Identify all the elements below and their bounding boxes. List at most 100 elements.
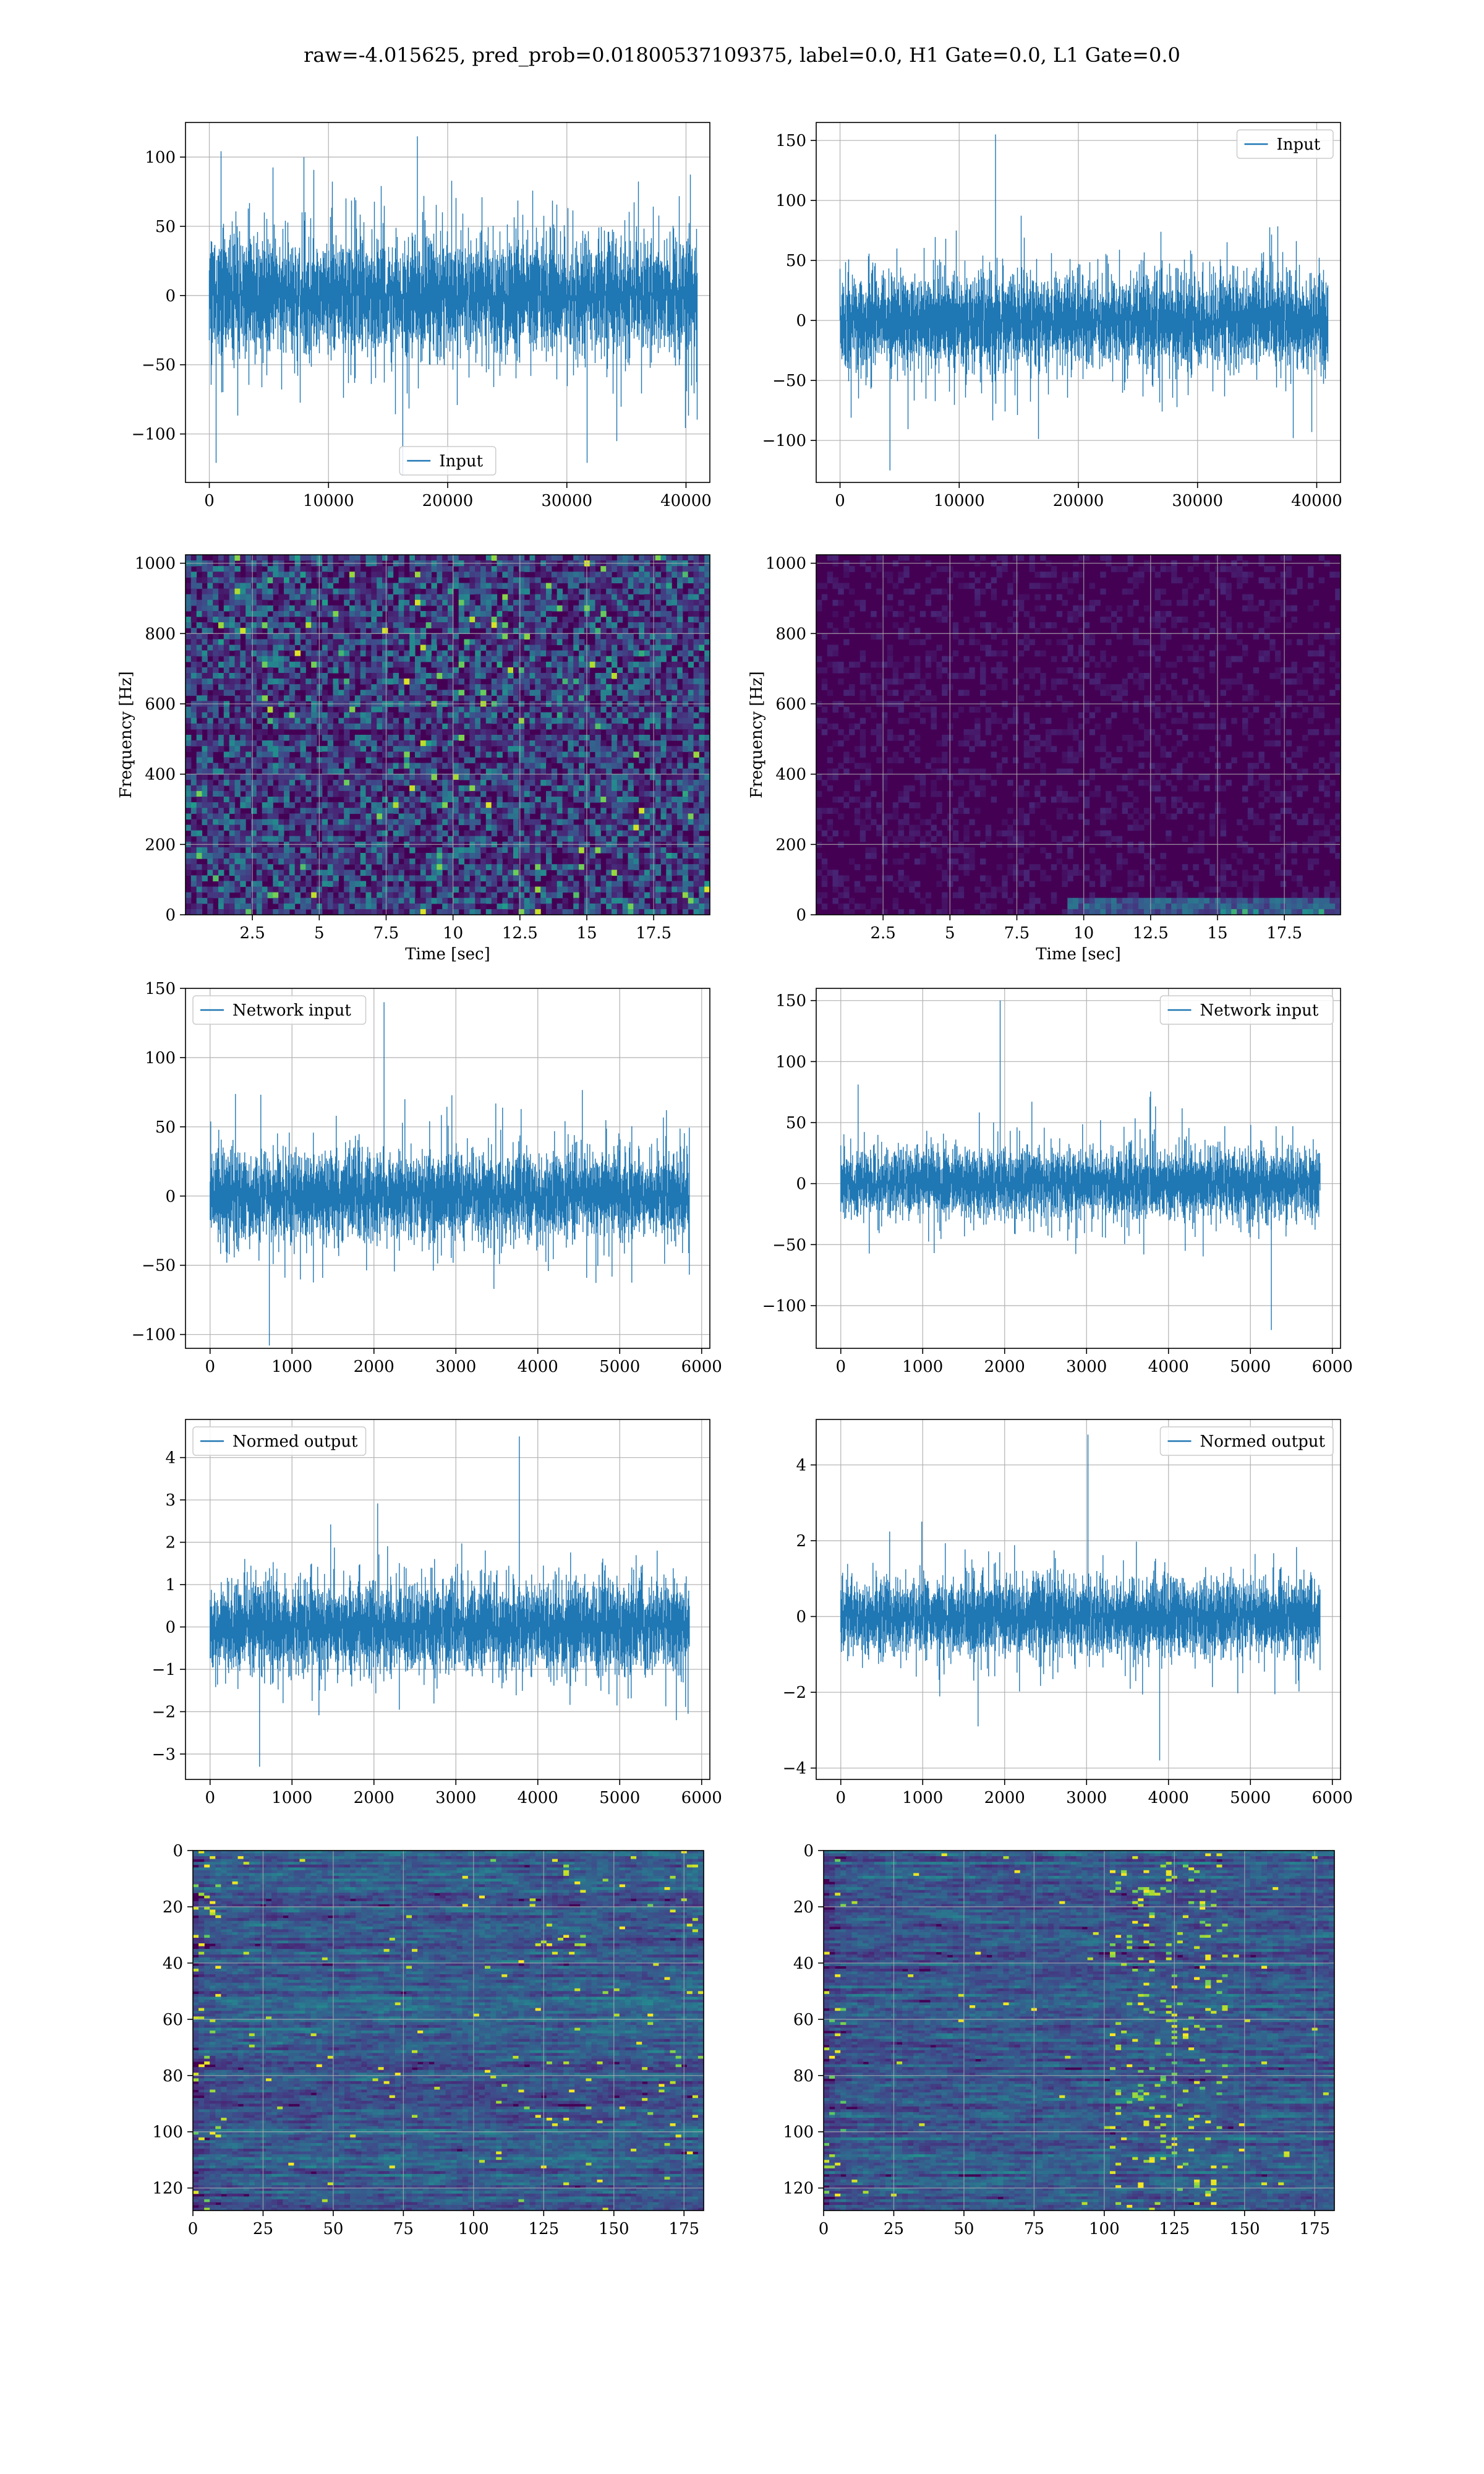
heatmap-cell [704,904,710,910]
heatmap-cell [377,746,382,752]
heatmap-cell [546,651,552,657]
heatmap-cell [388,633,393,640]
heatmap-cell [289,864,295,870]
heatmap-cell [633,881,639,887]
heatmap-cell [475,881,480,887]
heatmap-cell [513,651,519,657]
heatmap-cell [628,802,634,808]
heatmap-cell [377,808,382,814]
heatmap-cell [628,791,634,797]
heatmap-cell [563,690,568,696]
heatmap-cell [694,875,699,881]
heatmap-cell [448,904,453,910]
heatmap-cell [355,617,360,623]
heatmap-cell [218,729,224,735]
heatmap-cell [497,606,503,612]
heatmap-cell [606,898,612,904]
heatmap-cell [497,566,503,572]
heatmap-cell [540,887,546,893]
heatmap-cell [672,836,677,842]
heatmap-cell [278,555,284,561]
heatmap-cell [273,577,278,583]
heatmap-cell [278,667,284,674]
heatmap-cell [513,724,519,730]
heatmap-cell [492,870,497,876]
heatmap-cell [644,633,650,640]
heatmap-cell [251,713,257,719]
heatmap-cell [459,746,464,752]
heatmap-cell [688,662,694,668]
heatmap-cell [415,600,420,606]
heatmap-cell [344,735,349,741]
heatmap-cell [305,785,311,792]
heatmap-cell [442,797,448,803]
heatmap-cell [524,904,530,910]
heatmap-cell [240,831,245,837]
y-tick-label: 50 [155,218,176,236]
heatmap-cell [366,639,372,645]
heatmap-cell [508,628,513,634]
heatmap-cell [644,853,650,859]
heatmap-cell [273,645,278,651]
heatmap-cell [699,836,704,842]
heatmap-cell [612,892,617,899]
heatmap-cell [382,673,388,679]
heatmap-cell [530,836,535,842]
heatmap-cell [240,892,245,899]
heatmap-cell [704,571,710,578]
heatmap-cell [650,667,655,674]
heatmap-cell [644,651,650,657]
heatmap-cell [207,577,213,583]
heatmap-cell [530,713,535,719]
heatmap-cell [377,707,382,713]
heatmap-cell [344,633,349,640]
heatmap-cell [213,774,218,781]
heatmap-cell [464,673,470,679]
heatmap-cell [295,875,301,881]
heatmap-cell [442,633,448,640]
heatmap-cell [480,864,486,870]
heatmap-cell [595,746,601,752]
heatmap-cell [229,785,235,792]
heatmap-cell [513,751,519,758]
heatmap-cell [186,774,191,781]
heatmap-cell [535,589,540,595]
heatmap-cell [273,713,278,719]
heatmap-cell [213,847,218,854]
heatmap-cell [469,713,475,719]
heatmap-cell [502,769,508,775]
heatmap-cell [502,583,508,589]
heatmap-cell [338,651,344,657]
heatmap-cell [502,707,508,713]
heatmap-cell [600,633,606,640]
heatmap-cell [666,853,672,859]
heatmap-cell [546,892,552,899]
heatmap-cell [661,594,667,601]
heatmap-cell [442,763,448,769]
heatmap-cell [639,684,644,690]
heatmap-cell [595,831,601,837]
y-tick-label: 0 [796,312,806,330]
heatmap-cell [623,577,628,583]
heatmap-cell [344,555,349,561]
heatmap-cell [459,875,464,881]
heatmap-cell [344,617,349,623]
heatmap-cell [469,836,475,842]
heatmap-cell [426,684,432,690]
heatmap-cell [360,606,366,612]
heatmap-cell [377,628,382,634]
heatmap-cell [235,864,241,870]
heatmap-cell [633,606,639,612]
heatmap-cell [459,797,464,803]
heatmap-cell [459,836,464,842]
heatmap-cell [606,875,612,881]
heatmap-cell [513,611,519,617]
heatmap-cell [240,600,245,606]
heatmap-cell [623,785,628,792]
heatmap-cell [371,577,377,583]
heatmap-cell [213,864,218,870]
heatmap-cell [284,774,289,781]
heatmap-cell [344,875,349,881]
heatmap-cell [295,684,301,690]
heatmap-cell [338,898,344,904]
